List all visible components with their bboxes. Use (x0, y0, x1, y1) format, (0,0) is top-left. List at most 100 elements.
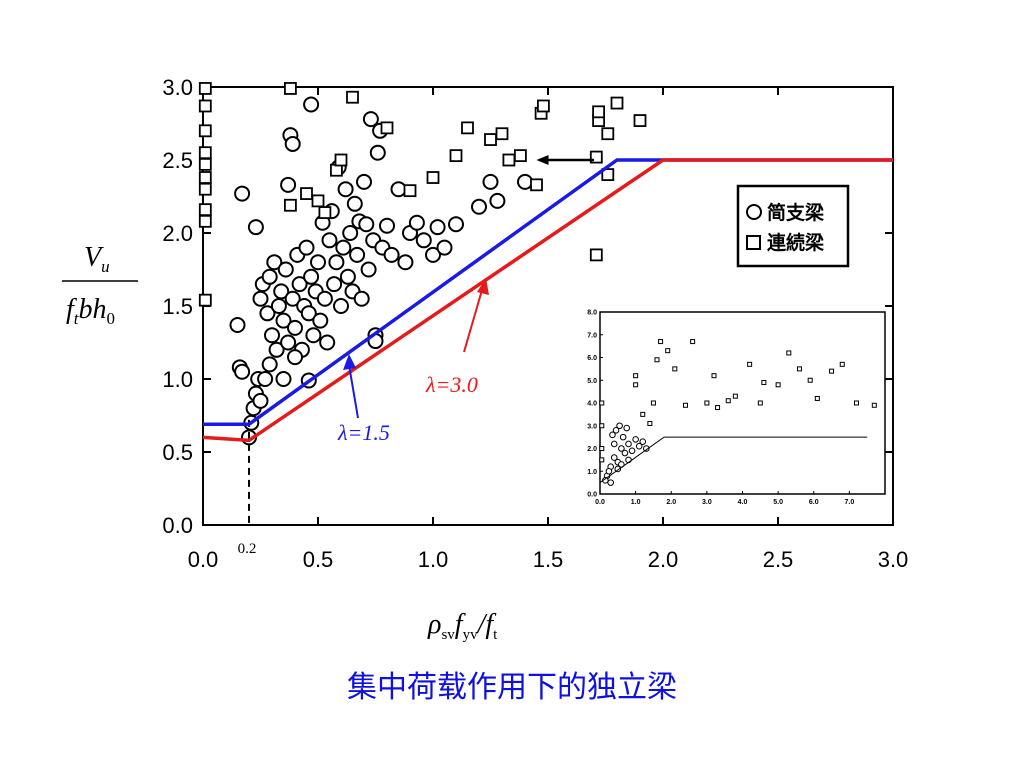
inset-square-point (871, 402, 877, 408)
data-markers (198, 82, 647, 446)
circle-point (369, 144, 386, 161)
square-point (484, 133, 497, 146)
lambda-3-0-arrowhead (477, 278, 489, 295)
inset-x-tick-label: 5.0 (773, 499, 783, 506)
circle-point (349, 246, 366, 263)
circle-point (275, 312, 292, 329)
inset-circle-point (628, 447, 636, 455)
circle-point (252, 392, 269, 409)
inset-circle-point (605, 467, 613, 475)
square-point (198, 146, 212, 160)
circle-point (333, 298, 349, 314)
y-label-bh: bh (79, 294, 107, 325)
inset-x-tick-label: 7.0 (845, 499, 855, 506)
circle-point (284, 135, 301, 152)
circle-point (390, 181, 407, 198)
square-point (530, 178, 543, 192)
square-point (610, 96, 624, 110)
inset-x-tick-label: 4.0 (738, 499, 748, 506)
inset-circle-point (607, 479, 614, 486)
x-label-slash: / (476, 609, 488, 640)
inset-square-point (732, 393, 738, 399)
inset-circle-point (612, 427, 620, 434)
inset-y-tick-label: 3.0 (587, 423, 597, 430)
legend-frame (736, 184, 850, 268)
circle-point (264, 327, 280, 344)
inset-square-point (650, 400, 656, 406)
circle-point (319, 334, 336, 351)
y-label-u: u (101, 257, 110, 276)
inset-square-point (633, 373, 639, 379)
inset-square-point (757, 400, 763, 406)
circle-point (277, 261, 294, 278)
circle-point (339, 268, 356, 285)
circle-point (482, 173, 499, 190)
x-tick-label: 2.5 (763, 547, 794, 572)
circle-point (429, 219, 446, 236)
circle-point (310, 254, 326, 271)
circle-point (280, 176, 297, 193)
circle-point (273, 283, 290, 300)
inset-square-point (839, 361, 845, 367)
x-tick-label: 0.0 (188, 547, 219, 572)
circle-point (346, 195, 363, 212)
inset-square-point (797, 366, 802, 372)
y-label-denominator: ftbh0 (66, 294, 115, 328)
circle-point (261, 356, 278, 373)
y-tick-label: 3.0 (162, 75, 193, 100)
circle-point (321, 232, 338, 249)
inset-circle-point (625, 440, 632, 448)
square-point (198, 157, 212, 171)
inset-circle-point (643, 445, 650, 452)
square-point (633, 114, 647, 127)
y-tick-label: 2.0 (162, 221, 193, 246)
square-point (300, 187, 313, 200)
circle-point (436, 239, 453, 256)
inset-x-tick-label: 3.0 (702, 499, 712, 506)
legend-square-icon (746, 235, 761, 250)
circle-point (383, 246, 400, 263)
y-label-t: t (74, 309, 80, 328)
y-tick-label: 0.5 (162, 440, 193, 465)
inset-square-point (633, 382, 639, 388)
inset-square-point (665, 348, 671, 354)
circle-point (305, 327, 322, 344)
circle-point (471, 198, 487, 215)
x-label-t: t (493, 627, 498, 643)
square-point (601, 168, 615, 182)
inset-y-tick-label: 7.0 (587, 332, 597, 339)
inset-y-tick-label: 5.0 (587, 378, 597, 385)
inset-square-point (599, 400, 605, 406)
x-label-rho: ρ (427, 609, 441, 640)
inset-square-point (715, 405, 721, 411)
inset-square-point (654, 357, 660, 363)
square-point (403, 184, 417, 198)
circle-point (326, 276, 343, 293)
circle-point (517, 173, 533, 190)
cap-arrow (536, 155, 594, 165)
inset-square-point (672, 366, 678, 372)
circle-point (266, 254, 283, 271)
y-label-V: V (84, 242, 104, 273)
x-label-f2: f (485, 609, 496, 640)
lambda-1-5-arrowhead (343, 354, 356, 370)
inset-square-point (704, 400, 710, 406)
y-tick-label: 2.5 (162, 148, 193, 173)
x-tick-label: 0.5 (303, 547, 334, 572)
inset-square-point (807, 377, 813, 383)
x-label-yv: yv (463, 627, 479, 643)
inset-x-tick-label: 6.0 (809, 499, 819, 506)
circle-point (234, 363, 251, 380)
inset-x-ticks: 0.0 1.0 2.0 3.0 4.0 5.0 6.0 7.0 (595, 491, 854, 506)
circle-point (280, 334, 297, 351)
square-point (318, 206, 332, 219)
square-point (426, 171, 440, 184)
circle-point (425, 246, 441, 263)
circle-point (356, 173, 372, 190)
x-tick-label: 1.5 (533, 547, 564, 572)
inset-circle-point (632, 436, 639, 443)
square-point (495, 127, 509, 141)
square-point (198, 293, 212, 307)
circle-point (257, 371, 274, 387)
